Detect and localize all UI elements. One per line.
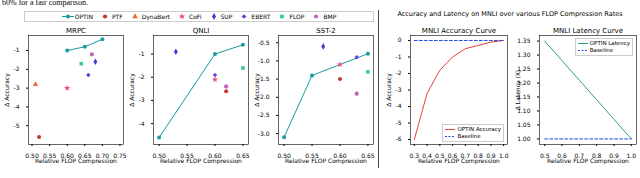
svg-text:0.65: 0.65	[361, 151, 375, 159]
html-text:PTF: PTF	[112, 13, 123, 20]
svg-text:Δ Accuracy: Δ Accuracy	[253, 73, 261, 107]
svg-text:-6: -6	[396, 135, 402, 142]
svg-text:Δ Accuracy: Δ Accuracy	[128, 73, 136, 107]
svg-text:Δ Accuracy: Δ Accuracy	[3, 73, 11, 107]
html-text:Accuracy and Latency on MNLI o: Accuracy and Latency on MNLI over variou…	[397, 10, 623, 18]
svg-text:-1: -1	[139, 50, 145, 57]
svg-text:-3.0: -3.0	[258, 130, 270, 137]
svg-text:0.65: 0.65	[236, 151, 250, 159]
svg-text:Relative FLOP Compression: Relative FLOP Compression	[35, 157, 117, 165]
svg-text:-1: -1	[396, 53, 402, 60]
svg-text:0.8: 0.8	[591, 151, 602, 159]
svg-text:1.10: 1.10	[517, 106, 531, 114]
html-text:OPTIN Latency: OPTIN Latency	[589, 40, 630, 46]
svg-text:0.60: 0.60	[60, 151, 74, 159]
svg-text:1.20: 1.20	[517, 78, 531, 86]
svg-text:-1.5: -1.5	[257, 75, 270, 82]
html-text:0.3 0.4: 0.3 0.4	[409, 151, 432, 159]
html-text:SUP: SUP	[220, 13, 233, 20]
svg-text:-4: -4	[139, 120, 145, 127]
svg-text:-2: -2	[139, 73, 145, 80]
svg-text:0.70: 0.70	[95, 151, 110, 159]
svg-text:0.50: 0.50	[152, 151, 166, 159]
svg-text:-2.0: -2.0	[257, 93, 270, 101]
svg-text:-2: -2	[396, 69, 402, 76]
svg-text:-2: -2	[14, 65, 20, 72]
svg-text:1.15: 1.15	[517, 92, 531, 100]
svg-text:0.65: 0.65	[78, 151, 92, 159]
svg-text:Δ Accuracy: Δ Accuracy	[385, 73, 393, 107]
html-text:BMP: BMP	[323, 13, 337, 20]
svg-text:1.0: 1.0	[499, 152, 509, 159]
svg-text:1.05: 1.05	[517, 121, 531, 128]
svg-text:0.9: 0.9	[486, 151, 496, 159]
svg-text:0: 0	[398, 36, 402, 43]
svg-text:-3: -3	[396, 86, 402, 93]
svg-text:QNLI: QNLI	[193, 27, 210, 35]
svg-text:1.25: 1.25	[517, 65, 531, 72]
svg-text:0.6: 0.6	[557, 151, 567, 159]
svg-text:Δ Latency (X): Δ Latency (X)	[514, 70, 522, 110]
svg-text:-4: -4	[396, 102, 402, 109]
svg-text:1.30: 1.30	[517, 51, 531, 58]
svg-text:0.5: 0.5	[539, 151, 550, 159]
svg-text:0.55: 0.55	[42, 151, 57, 159]
svg-text:-0.5: -0.5	[258, 39, 270, 46]
svg-text:-1: -1	[14, 46, 20, 53]
svg-text:-1.0: -1.0	[258, 57, 270, 64]
html-text:0.5 0.6 0.7 0.8: 0.5 0.6 0.7 0.8	[435, 151, 483, 159]
svg-text:1.0: 1.0	[626, 151, 637, 159]
svg-text:-3: -3	[139, 96, 145, 103]
html-text:OPTIN: OPTIN	[74, 13, 93, 20]
html-text:CoFi: CoFi	[189, 13, 202, 20]
svg-text:1.35: 1.35	[517, 37, 531, 44]
svg-text:0.7: 0.7	[574, 151, 585, 159]
svg-text:1.00: 1.00	[517, 135, 531, 142]
svg-text:-2.5: -2.5	[258, 111, 270, 118]
html-text:DynaBert: DynaBert	[141, 13, 170, 20]
html-text:OPTIN Accuracy: OPTIN Accuracy	[457, 126, 501, 132]
svg-text:SST-2: SST-2	[316, 27, 336, 35]
svg-text:0.50: 0.50	[25, 151, 39, 159]
svg-text:0.60: 0.60	[333, 151, 347, 159]
svg-text:-5: -5	[14, 122, 20, 129]
svg-text:0.9: 0.9	[609, 151, 619, 159]
svg-text:-5: -5	[396, 119, 402, 126]
svg-text:MNLI Latency Curve: MNLI Latency Curve	[553, 27, 623, 35]
svg-text:Relative FLOP Compression: Relative FLOP Compression	[547, 157, 629, 165]
svg-text:0.75: 0.75	[113, 151, 127, 159]
svg-text:MNLI Accuracy Curve: MNLI Accuracy Curve	[422, 27, 496, 35]
svg-text:0.55: 0.55	[180, 151, 194, 159]
html-text:Baseline: Baseline	[457, 133, 481, 139]
svg-text:MRPC: MRPC	[66, 27, 86, 35]
svg-text:0.50: 0.50	[277, 151, 291, 159]
svg-text:Relative FLOP Compression: Relative FLOP Compression	[160, 157, 242, 165]
svg-text:0.55: 0.55	[305, 151, 319, 159]
svg-text:Relative FLOP Compression: Relative FLOP Compression	[285, 157, 367, 165]
svg-text:-3: -3	[14, 84, 20, 91]
svg-text:0.60: 0.60	[208, 151, 222, 159]
html-text:EBERT: EBERT	[251, 13, 271, 20]
svg-text:-4: -4	[14, 103, 20, 110]
svg-text:Relative FLOP Compression: Relative FLOP Compression	[418, 157, 500, 165]
html-text:Baseline: Baseline	[589, 47, 614, 53]
html-text:FLOP: FLOP	[289, 13, 305, 20]
